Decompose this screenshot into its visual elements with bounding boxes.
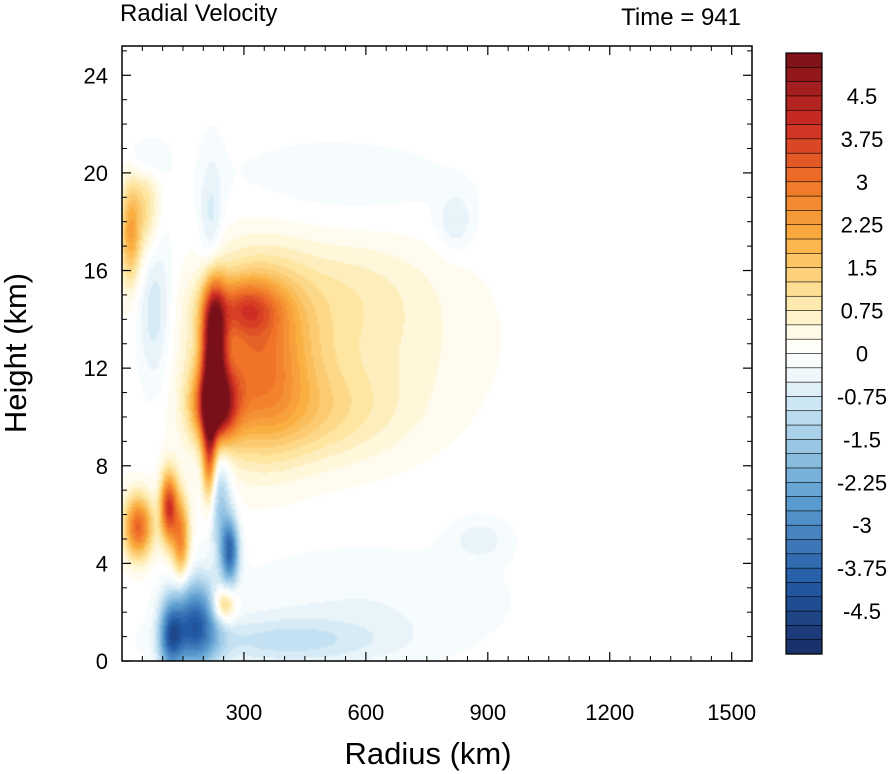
x-tick-label: 1500 (707, 700, 756, 725)
plot-frame (121, 45, 753, 662)
colorbar-bin (785, 439, 823, 455)
colorbar-bin (785, 253, 823, 269)
colorbar-bin (785, 224, 823, 240)
colorbar-bin (785, 195, 823, 212)
colorbar-bin (785, 181, 823, 197)
y-axis-label: Height (km) (0, 273, 33, 433)
y-tick-label: 24 (84, 63, 108, 88)
colorbar-bin (785, 52, 823, 68)
colorbar-bin (785, 582, 823, 598)
colorbar-bin (785, 453, 823, 469)
chart-heading: Radial Velocity Time = 941 (120, 0, 741, 31)
colorbar-bin (785, 467, 823, 483)
y-axis: 0 4 8 12 16 20 24 (84, 50, 752, 674)
colorbar-bin (785, 338, 823, 355)
colorbar-bin (785, 281, 823, 297)
colorbar-bin (785, 510, 823, 526)
colorbar-bin (785, 381, 823, 398)
colorbar-label: 0 (856, 342, 868, 367)
colorbar-label: 4.5 (847, 84, 878, 109)
y-tick-label: 4 (96, 551, 108, 576)
colorbar-bin (785, 539, 823, 555)
colorbar-bin (785, 81, 823, 97)
x-tick-label: 900 (469, 700, 506, 725)
colorbar-bin (785, 109, 823, 126)
colorbar-bin (785, 267, 823, 283)
colorbar-label: -1.5 (843, 427, 881, 452)
plot-area (121, 45, 753, 662)
colorbar-bin (785, 353, 823, 369)
colorbar-label: -2.25 (837, 470, 887, 495)
colorbar-bin (785, 524, 823, 541)
colorbar-bin (785, 481, 823, 498)
colorbar-bin (785, 367, 823, 383)
colorbar-label: 3.75 (841, 127, 884, 152)
colorbar-label: 3 (856, 170, 868, 195)
colorbar: 4.5 3.75 3 2.25 1.5 0.75 0 -0.75 -1.5 -2.25 -3 -3.7… (785, 52, 887, 655)
colorbar-bin (785, 639, 823, 655)
colorbar-label: -3.75 (837, 556, 887, 581)
colorbar-bin (785, 238, 823, 254)
colorbar-bin (785, 324, 823, 340)
colorbar-bin (785, 210, 823, 226)
colorbar-bin (785, 610, 823, 626)
x-tick-label: 300 (226, 700, 263, 725)
colorbar-label: 1.5 (847, 256, 878, 281)
x-axis: 300 600 900 1200 1500 (141, 46, 756, 725)
colorbar-bin (785, 396, 823, 412)
colorbar-label: -3 (852, 513, 872, 538)
colorbar-bin (785, 553, 823, 569)
colorbar-bin (785, 310, 823, 326)
x-axis-label: Radius (km) (344, 736, 511, 771)
y-tick-label: 20 (84, 161, 108, 186)
y-tick-label: 0 (96, 649, 108, 674)
colorbar-bin (785, 167, 823, 183)
colorbar-label: -0.75 (837, 384, 887, 409)
colorbar-bin (785, 295, 823, 312)
colorbar-bin (785, 596, 823, 612)
chart-subtitle: Time = 941 (621, 4, 741, 31)
heatmap-field (122, 46, 752, 661)
colorbar-bin (785, 95, 823, 111)
colorbar-label: 0.75 (841, 299, 884, 324)
colorbar-bin (785, 410, 823, 426)
colorbar-bin (785, 138, 823, 154)
y-tick-label: 16 (84, 259, 108, 284)
colorbar-bin (785, 496, 823, 512)
colorbar-bin (785, 625, 823, 641)
colorbar-bin (785, 567, 823, 584)
y-tick-label: 12 (84, 356, 108, 381)
colorbar-label: -4.5 (843, 599, 881, 624)
chart-title: Radial Velocity (120, 0, 277, 27)
colorbar-bin (785, 424, 823, 440)
colorbar-frame (785, 52, 823, 655)
colorbar-bin (785, 152, 823, 169)
x-tick-label: 1200 (585, 700, 634, 725)
x-tick-label: 600 (348, 700, 385, 725)
colorbar-bin (785, 67, 823, 83)
y-tick-label: 8 (96, 454, 108, 479)
colorbar-label: 2.25 (841, 213, 884, 238)
colorbar-bin (785, 124, 823, 140)
